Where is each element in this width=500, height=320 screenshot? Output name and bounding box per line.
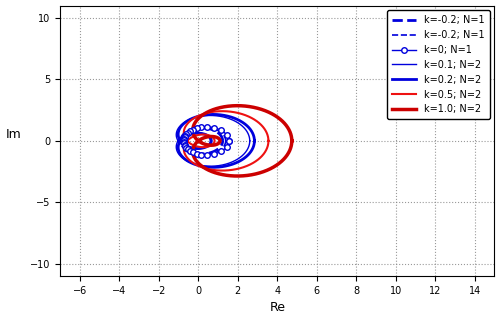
X-axis label: Re: Re: [270, 301, 285, 315]
Y-axis label: Im: Im: [6, 128, 22, 141]
Legend: k=-0.2; N=1, k=-0.2; N=1, k=0; N=1, k=0.1; N=2, k=0.2; N=2, k=0.5; N=2, k=1.0; N: k=-0.2; N=1, k=-0.2; N=1, k=0; N=1, k=0.…: [387, 11, 490, 119]
